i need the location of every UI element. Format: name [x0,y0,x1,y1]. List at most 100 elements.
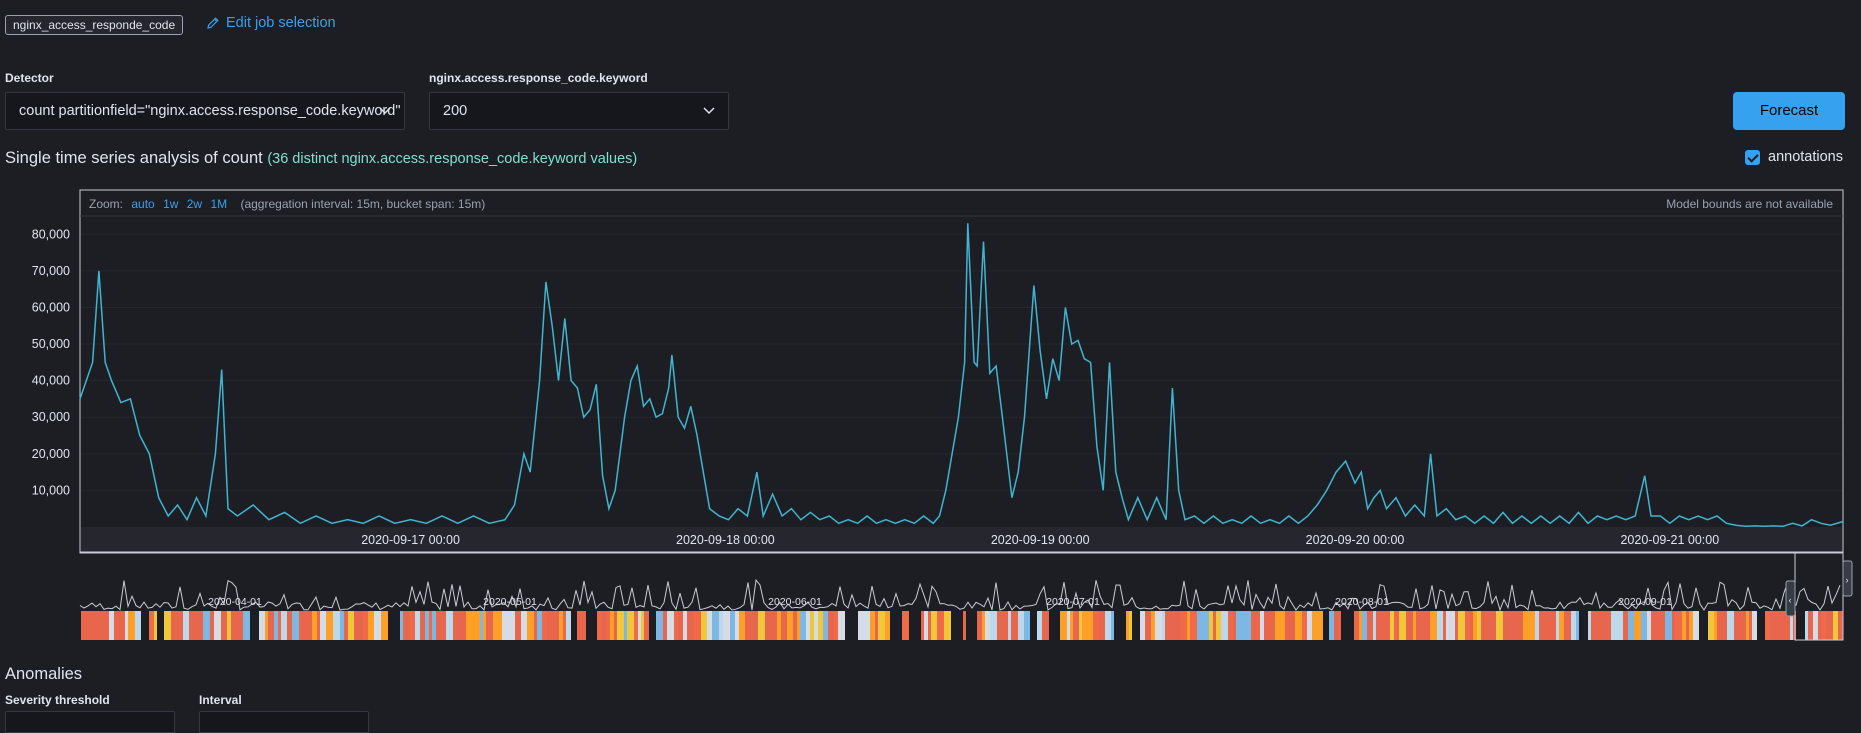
focus-chart-frame [79,189,1844,554]
swimlane-cell [1746,611,1749,640]
swimlane-cell [1151,611,1155,640]
x-axis-band [81,527,1842,552]
swimlane-cell [344,611,348,640]
zoom-auto[interactable]: auto [131,197,155,211]
swimlane-cell [771,611,777,640]
zoom-label: Zoom: [89,197,123,211]
swimlane-cell [1727,611,1734,640]
swimlane-cell [559,611,563,640]
swimlane-cell [299,611,303,640]
swimlane-cell [440,611,446,640]
edit-job-selection-link[interactable]: Edit job selection [206,15,336,31]
swimlane-cell [177,611,183,640]
swimlane-cell [617,611,624,640]
swimlane-cell [1002,611,1008,640]
interval-label: Interval [199,693,242,707]
swimlane-cell [1302,611,1307,640]
swimlane-cell [1776,611,1783,640]
swimlane-cell [1510,611,1513,640]
swimlane-cell [1169,611,1176,640]
interval-select[interactable] [199,711,369,733]
swimlane-cell [1693,611,1699,640]
swimlane-cell [719,611,723,640]
zoom-2w[interactable]: 2w [187,197,203,211]
swimlane-cell [1243,611,1246,640]
swimlane-cell [164,611,171,640]
x-tick-label: 2020-09-17 00:00 [361,533,460,547]
swimlane-cell [1437,611,1443,640]
swimlane-cell [1082,611,1089,640]
swimlane-cell [420,611,425,640]
severity-threshold-select[interactable] [5,711,175,733]
x-tick-label: 2020-09-18 00:00 [676,533,775,547]
swimlane-cell [1290,611,1295,640]
swimlane-cell [1686,611,1689,640]
swimlane-cell [183,611,189,640]
job-badge: nginx_access_responde_code [5,15,184,35]
swimlane-cell [641,611,644,640]
x-tick-label: 2020-09-19 00:00 [991,533,1090,547]
swimlane-cell [502,611,505,640]
swimlane-cell [990,611,997,640]
swimlane-cell [1665,611,1672,640]
swimlane-cell [1496,611,1503,640]
swimlane-cell [97,611,104,640]
swimlane-cell [1539,611,1546,640]
swimlane-cell [1105,611,1111,640]
swimlane-cell [739,611,745,640]
detector-select[interactable]: count partitionfield="nginx.access.respo… [5,92,405,130]
swimlane-cell [1455,611,1458,640]
swimlane-cell [712,611,719,640]
context-chart: 2020-04-01 2020-05-01 2020-06-01 2020-07-01… [79,551,1853,641]
swimlane-cell [109,611,114,640]
swimlane-cell [1708,611,1714,640]
swimlane-cell [359,611,363,640]
partition-select[interactable]: 200 [429,92,729,130]
swimlane-cell [1451,611,1455,640]
swimlane-cell [265,611,268,640]
swimlane-cell [1011,611,1018,640]
swimlane-cell [1099,611,1105,640]
swimlane-cell [486,611,493,640]
swimlane-cell [1458,611,1465,640]
distinct-values-count: (36 distinct nginx.access.response_code.… [267,151,638,167]
swimlane-cell [566,611,571,640]
checkbox-checked-icon[interactable] [1745,149,1760,165]
swimlane-cell [928,611,931,640]
brush-handle-right[interactable] [1842,560,1853,597]
swimlane-cell [1647,611,1651,640]
swimlane-cell [473,611,480,640]
swimlane-cell [577,611,580,640]
zoom-1m[interactable]: 1M [210,197,227,211]
swimlane-cell [221,611,227,640]
annotations-toggle[interactable]: annotations [1745,149,1843,165]
swimlane-cell [1487,611,1493,640]
x-tick-label: 2020-09-21 00:00 [1620,533,1719,547]
swimlane-cell [425,611,429,640]
swimlane-cell [1270,611,1275,640]
swimlane-cell [1623,611,1628,640]
swimlane-cell [1275,611,1278,640]
swimlane-cell [730,611,735,640]
forecast-button[interactable]: Forecast [1733,92,1845,130]
y-tick-label: 40,000 [32,374,70,388]
swimlane-cell [834,611,838,640]
time-series-chart: 10,000 20,000 30,000 40,000 50,000 60,000 70,0… [32,189,1853,641]
brush-handle-left[interactable] [1785,580,1796,617]
swimlane-cell [104,611,109,640]
y-tick-label: 80,000 [32,227,70,241]
swimlane-cell [537,611,542,640]
swimlane-cell [149,611,154,640]
swimlane-cell [125,611,128,640]
swimlane-cell [797,611,800,640]
zoom-1w[interactable]: 1w [163,197,179,211]
swimlane-cell [81,611,86,640]
context-series-line [79,578,1841,612]
swimlane-cell [1165,611,1169,640]
swimlane-cell [638,611,641,640]
swimlane-cell [1517,611,1523,640]
swimlane-cell [823,611,828,640]
swimlane-cell [1833,611,1838,640]
swimlane-cell [320,611,326,640]
swimlane-cell [748,611,751,640]
